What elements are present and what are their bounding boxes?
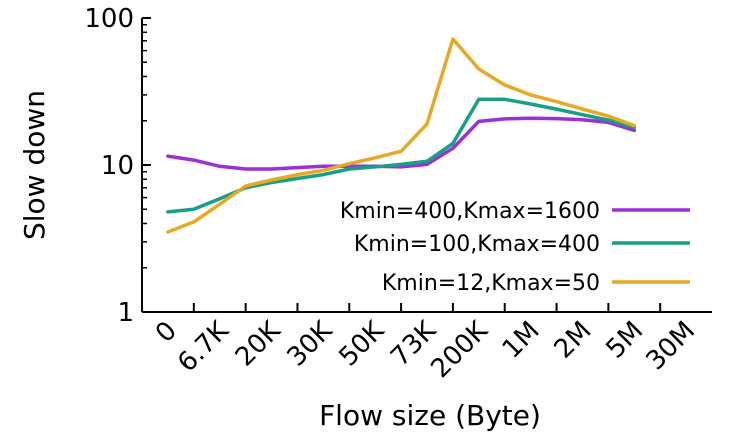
x-axis-title: Flow size (Byte) [319,399,541,432]
x-tick-label: 6.7K [172,315,235,378]
legend-label: Kmin=12,Kmax=50 [382,271,600,296]
x-tick-label: 50K [333,315,390,372]
y-tick-label: 100 [84,4,134,34]
x-tick-label: 200K [425,315,494,384]
x-tick-label: 2M [549,316,598,365]
y-tick-label: 1 [117,298,134,328]
y-axis-title: Slow down [18,90,51,240]
series-line-1 [166,116,637,171]
y-tick-label: 10 [101,151,134,181]
series-layer [166,37,637,234]
x-tick-label: 1M [497,316,546,365]
x-tick-label: 30M [641,316,701,376]
x-tick-label: 20K [230,315,287,372]
legend: Kmin=400,Kmax=1600 Kmin=100,Kmax=400 Kmin=… [340,199,690,296]
x-tick-label: 30K [282,315,339,372]
series-line-3 [166,37,637,234]
series-line-2 [166,97,637,214]
x-tick-label: 0 [150,316,183,349]
legend-label: Kmin=400,Kmax=1600 [340,199,600,224]
legend-label: Kmin=100,Kmax=400 [354,232,600,257]
